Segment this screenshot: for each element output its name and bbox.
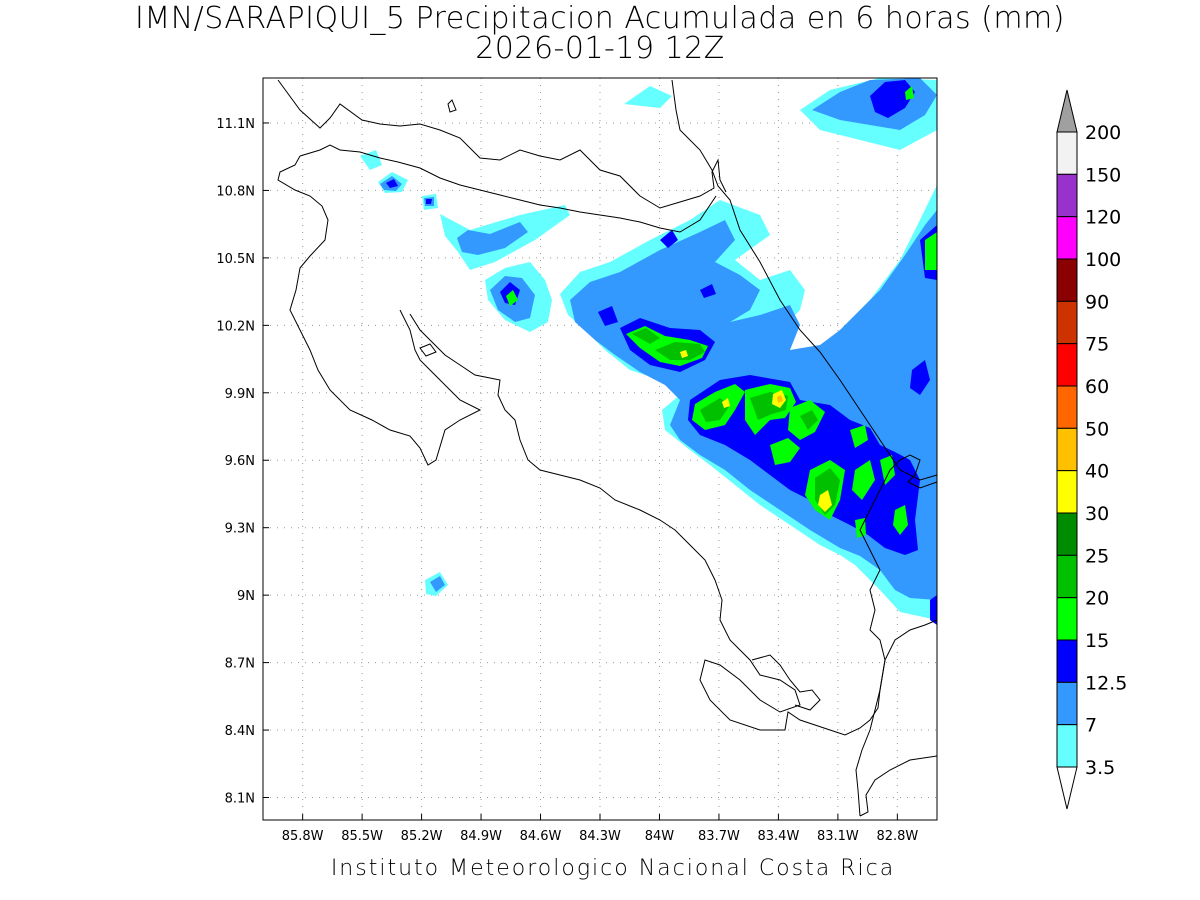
colorbar-swatch	[1056, 131, 1078, 175]
lon-tick-label: 84W	[645, 829, 675, 844]
colorbar-label: 90	[1085, 291, 1109, 313]
lon-tick-label: 85.2W	[401, 829, 443, 844]
colorbar-label: 120	[1085, 207, 1121, 229]
colorbar-swatch	[1056, 470, 1078, 514]
lat-tick-label: 8.7N	[225, 657, 255, 672]
colorbar-label: 75	[1085, 334, 1109, 356]
caribbean-coast-line	[671, 79, 938, 481]
colorbar-label: 7	[1085, 715, 1097, 737]
burica-coast-line	[859, 755, 938, 817]
lat-tick-label: 9.3N	[225, 522, 255, 537]
lon-tick-label: 85.5W	[341, 829, 383, 844]
colorbar-swatch	[1056, 639, 1078, 683]
nicoya-pacific-coast-line	[277, 155, 482, 466]
lat-tick-label: 9.9N	[225, 387, 255, 402]
colorbar-swatch	[1056, 554, 1078, 599]
colorbar-swatch	[1056, 681, 1078, 726]
lon-tick-label: 84.3W	[579, 829, 621, 844]
colorbar-swatch	[1056, 258, 1078, 302]
costa-rica-nicaragua-border-line	[299, 144, 717, 233]
colorbar-swatch	[1056, 597, 1078, 641]
colorbar-label: 15	[1085, 630, 1109, 652]
colorbar-swatch	[1056, 512, 1078, 556]
lon-tick-label: 84.9W	[460, 829, 502, 844]
precip-band-20	[632, 328, 840, 515]
colorbar-swatch	[1056, 216, 1078, 260]
lon-tick-label: 83.7W	[698, 829, 740, 844]
colorbar-top-triangle	[1056, 89, 1078, 133]
colorbar-label: 30	[1085, 503, 1109, 525]
osa-peninsula-coast-line	[751, 654, 821, 711]
lon-tick-label: 83.1W	[817, 829, 859, 844]
lon-tick-label: 85.8W	[282, 829, 324, 844]
colorbar-label: 60	[1085, 376, 1109, 398]
map-date: 2026-01-19 12Z	[475, 31, 725, 66]
lon-tick-label: 83.4W	[758, 829, 800, 844]
colorbar-label: 25	[1085, 545, 1109, 567]
colorbar-swatch	[1056, 724, 1078, 768]
lat-tick-label: 8.4N	[225, 724, 255, 739]
colorbar-swatch	[1056, 385, 1078, 429]
island-gulf-line	[419, 343, 437, 357]
colorbar-label: 100	[1085, 249, 1121, 271]
precipitation-field	[360, 78, 937, 625]
nicaragua-south-coast-line	[277, 79, 727, 209]
lat-tick-label: 11.1N	[216, 117, 255, 132]
colorbar-label: 50	[1085, 418, 1109, 440]
lon-tick-label: 84.6W	[520, 829, 562, 844]
map-title: IMN/SARAPIQUI_5 Precipitacion Acumulada …	[135, 1, 1065, 36]
axis-ticks: 85.8W 85.5W 85.2W 84.9W 84.6W 84.3W 84W 83.7W 83…	[216, 117, 918, 844]
precip-band-40	[777, 395, 783, 403]
colorbar-bottom-triangle	[1056, 766, 1078, 810]
lat-tick-label: 8.1N	[225, 792, 255, 807]
colorbar-label: 20	[1085, 588, 1109, 610]
gulf-of-nicoya-coast-line	[409, 313, 938, 736]
colorbar-label: 40	[1085, 461, 1109, 483]
lat-tick-label: 10.2N	[216, 319, 255, 334]
lat-tick-label: 9.6N	[225, 454, 255, 469]
lat-tick-label: 10.5N	[216, 252, 255, 267]
colorbar-label: 200	[1085, 122, 1121, 144]
colorbar-swatch	[1056, 173, 1078, 218]
costa-rica-panama-border-line	[855, 454, 938, 817]
colorbar-label: 3.5	[1085, 757, 1115, 779]
colorbar-swatch	[1056, 300, 1078, 345]
coastlines	[277, 79, 938, 817]
colorbar-label: 150	[1085, 164, 1121, 186]
colorbar-swatch	[1056, 427, 1078, 472]
lat-tick-label: 10.8N	[216, 184, 255, 199]
lon-tick-label: 82.8W	[876, 829, 918, 844]
colorbar-label: 12.5	[1085, 672, 1127, 694]
lat-tick-label: 9N	[237, 589, 255, 604]
colorbar: 200 150 120 100 90 75 60 50 40 30 25 20 15 12.5 7 3.5	[1056, 89, 1127, 810]
island-north-line	[447, 99, 457, 113]
colorbar-swatch	[1056, 343, 1078, 387]
footer-credit: Instituto Meteorologico Nacional Costa R…	[330, 856, 896, 881]
